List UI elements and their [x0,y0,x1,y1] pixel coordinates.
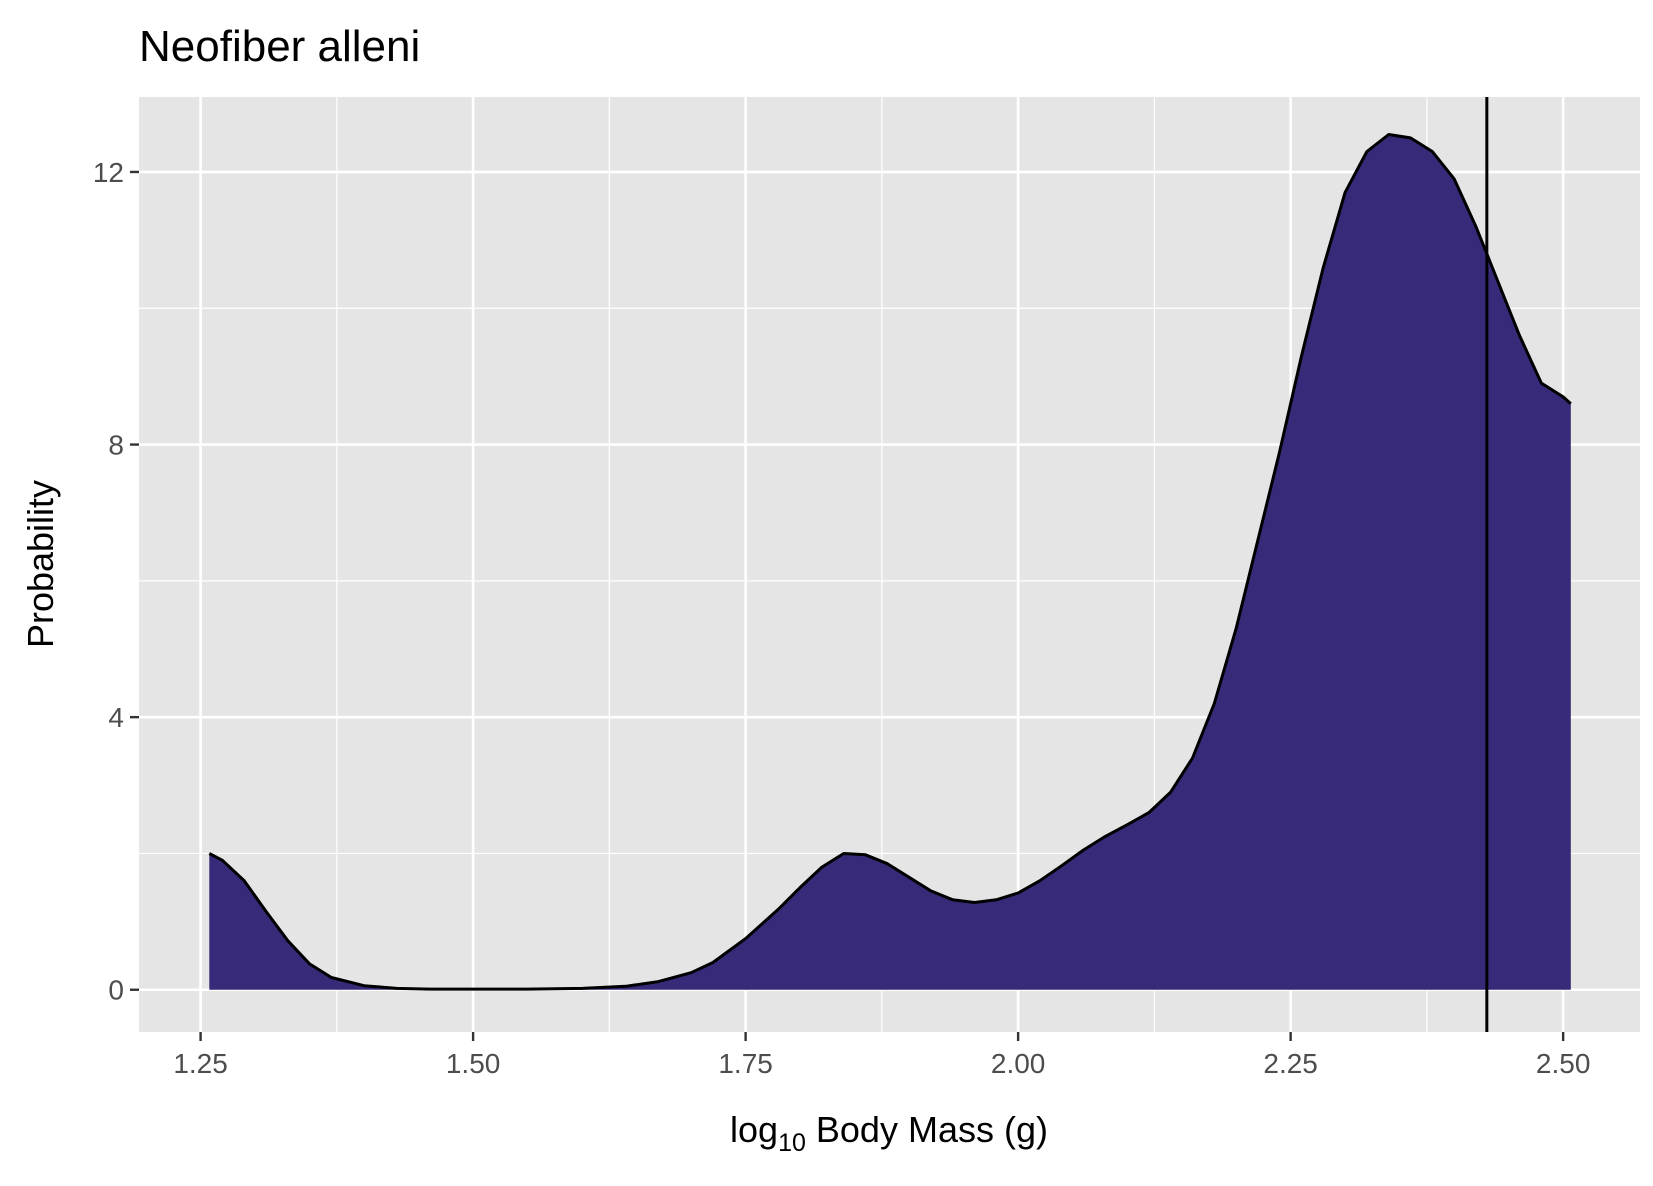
density-layer [208,133,1572,991]
x-axis-title: log10 Body Mass (g) [730,1109,1048,1157]
density-outline [208,133,1572,991]
x-tick-label: 2.25 [1263,1048,1318,1079]
x-axis-title-prefix: log [730,1109,778,1150]
x-axis-title-subscript: 10 [778,1129,806,1157]
x-axis-title-suffix: Body Mass (g) [806,1109,1048,1150]
y-tick-label: 4 [108,702,124,733]
y-axis-title: Probability [20,480,61,648]
y-tick-label: 8 [108,430,124,461]
x-tick-label: 1.25 [173,1048,228,1079]
density-area [209,134,1571,990]
x-tick-label: 1.50 [446,1048,501,1079]
y-tick-label: 12 [93,157,124,188]
x-tick-label: 1.75 [718,1048,773,1079]
y-tick-label: 0 [108,975,124,1006]
x-tick-label: 2.50 [1536,1048,1591,1079]
x-tick-label: 2.00 [991,1048,1046,1079]
y-axis: 0 4 8 12 [93,157,139,1006]
x-axis: 1.25 1.50 1.75 2.00 2.25 2.50 [173,1032,1590,1079]
chart-title: Neofiber alleni [139,22,420,71]
